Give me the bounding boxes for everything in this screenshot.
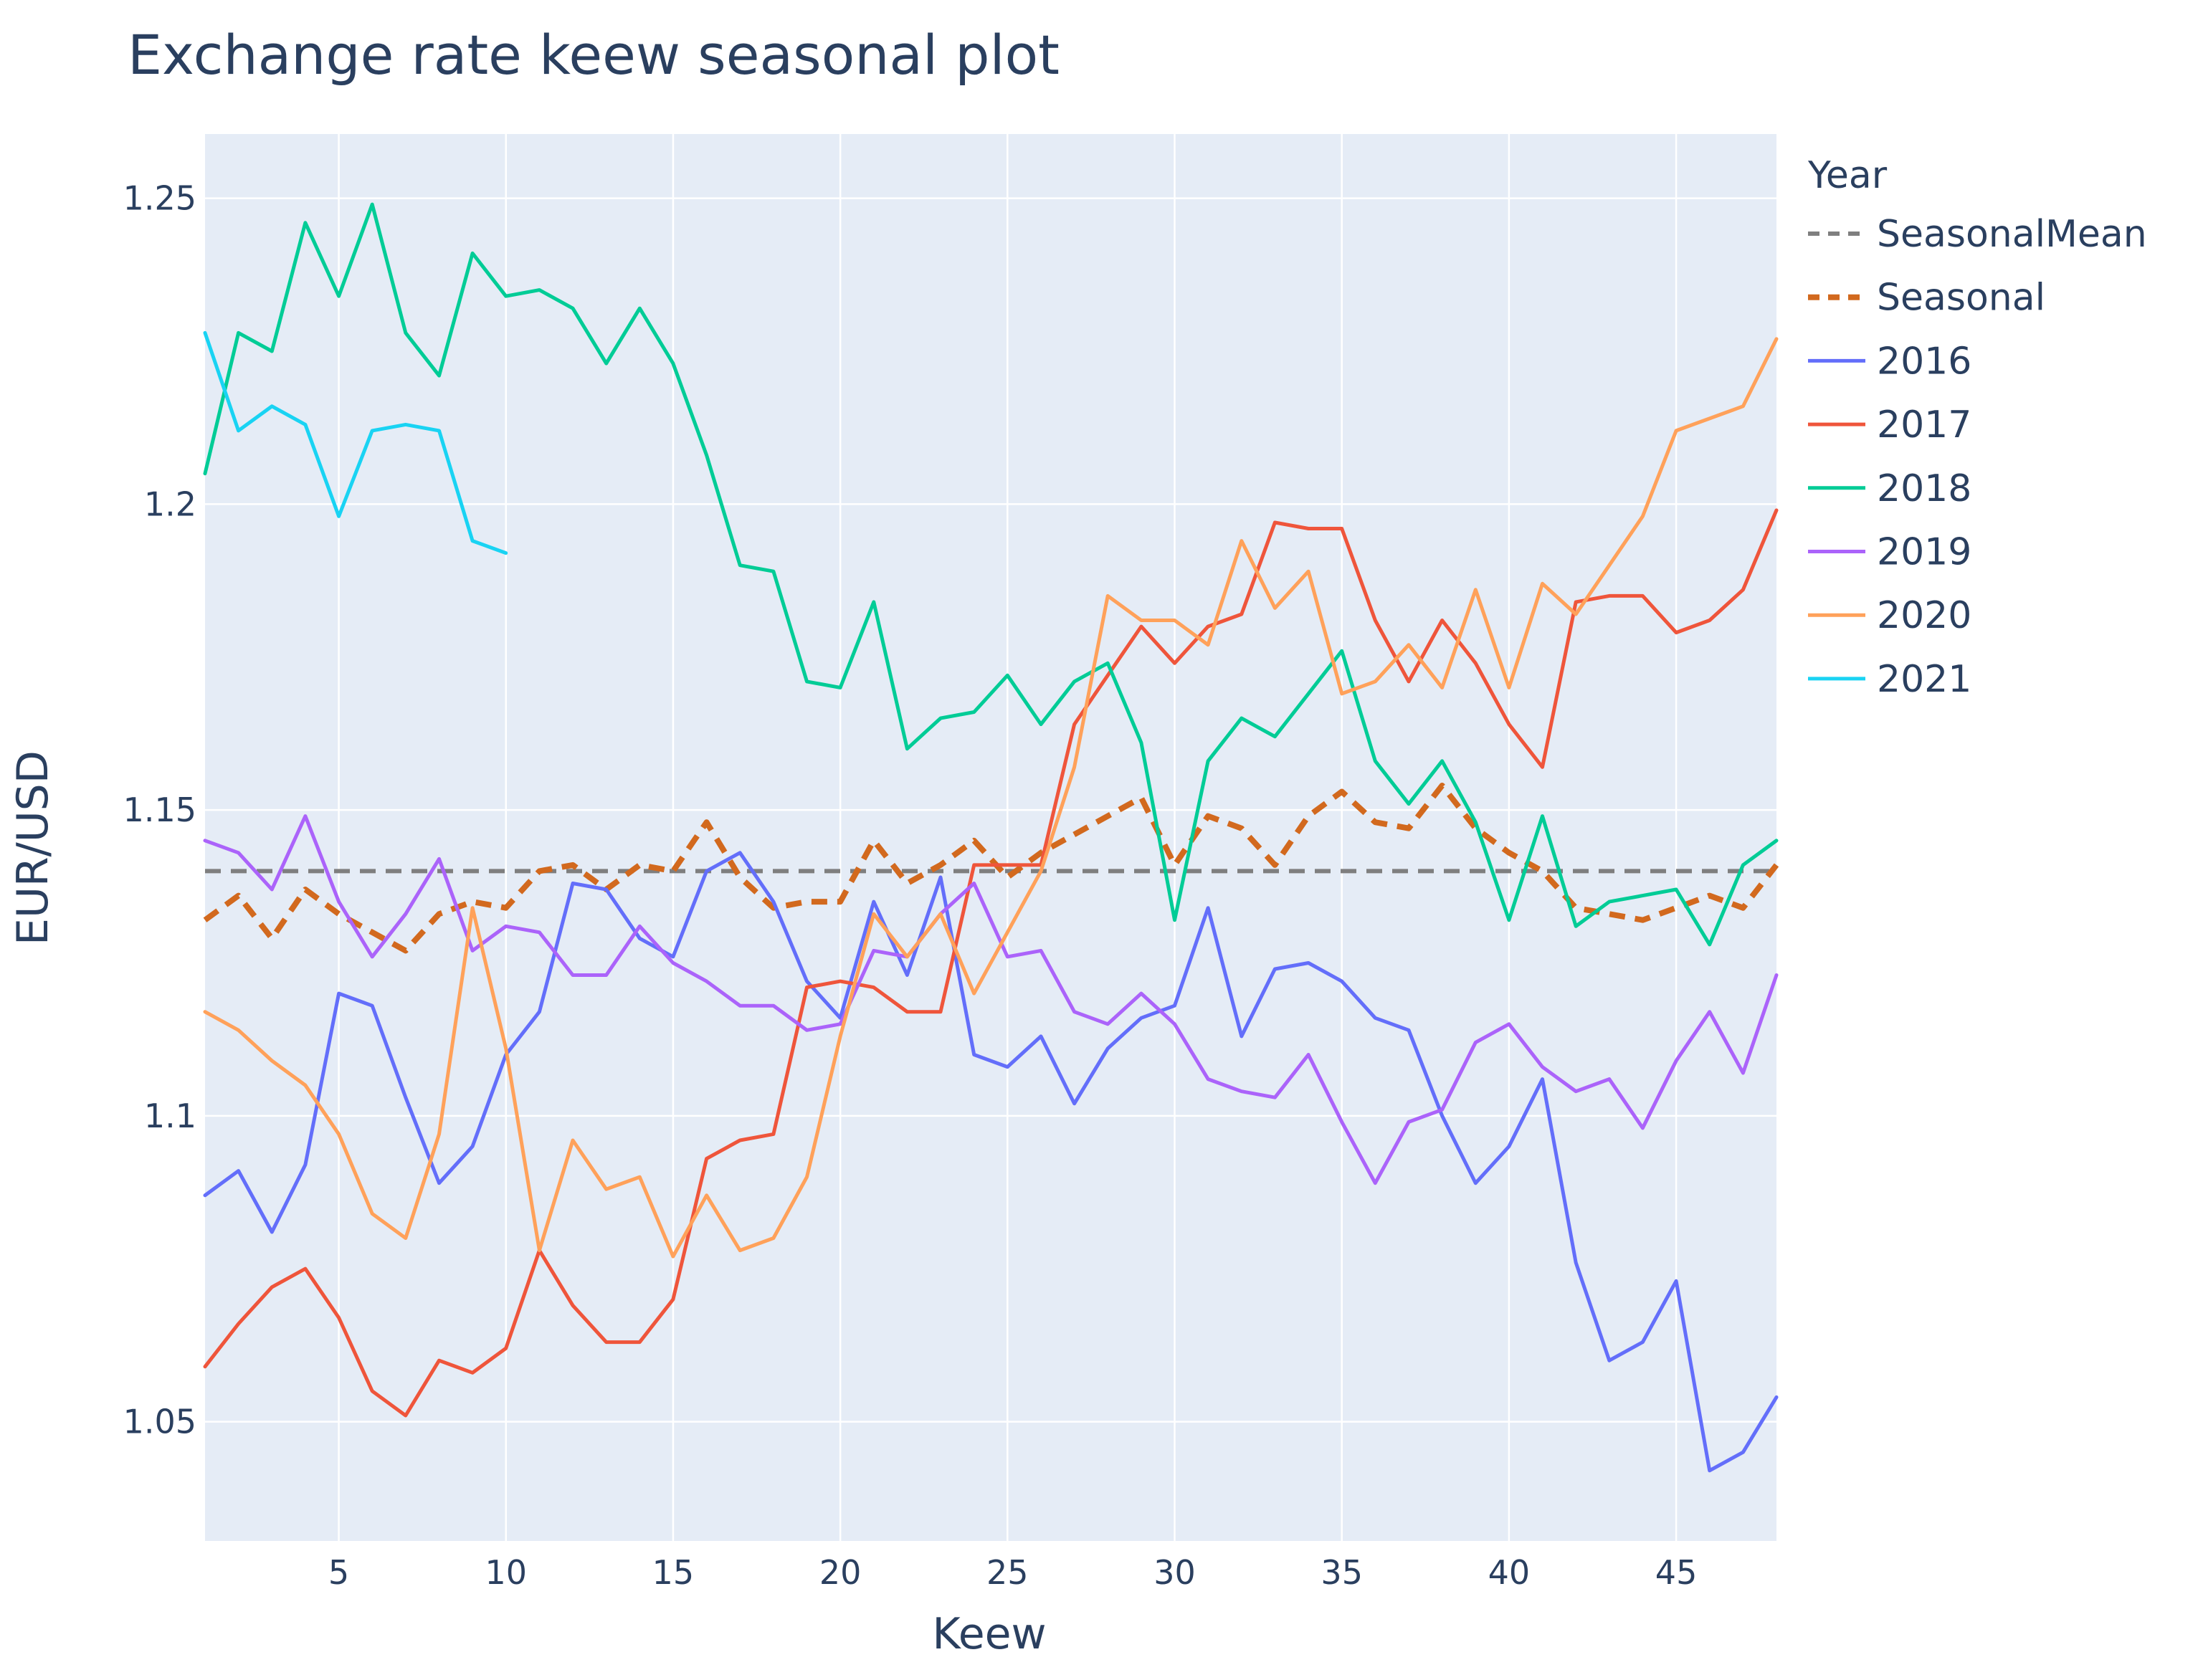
series-line-seasonal[interactable] xyxy=(203,783,1779,954)
x-tick-label: 45 xyxy=(1655,1553,1698,1592)
legend-label: 2021 xyxy=(1877,658,1971,701)
legend-item-seasonalmean[interactable]: SeasonalMean xyxy=(1808,213,2147,256)
y-tick-label: 1.15 xyxy=(123,791,196,829)
legend-label: 2018 xyxy=(1877,467,1971,510)
x-tick-label: 15 xyxy=(652,1553,695,1592)
legend-item-2018[interactable]: 2018 xyxy=(1808,467,1971,510)
legend[interactable]: Year SeasonalMean Seasonal 2016 2017 2018 201… xyxy=(1807,154,2147,701)
legend-label: 2016 xyxy=(1877,340,1971,383)
series-line-2021[interactable] xyxy=(203,330,508,555)
legend-item-seasonal[interactable]: Seasonal xyxy=(1808,277,2045,320)
x-tick-label: 35 xyxy=(1321,1553,1363,1592)
x-tick-label: 20 xyxy=(819,1553,862,1592)
legend-label: 2019 xyxy=(1877,531,1971,574)
y-tick-label: 1.1 xyxy=(144,1097,196,1135)
x-tick-label: 10 xyxy=(485,1553,527,1592)
x-tick-label: 40 xyxy=(1488,1553,1531,1592)
x-tick-label: 5 xyxy=(328,1553,349,1592)
y-tick-label: 1.25 xyxy=(123,179,196,218)
legend-item-2021[interactable]: 2021 xyxy=(1808,658,1971,701)
axis-ticks: 5 10 15 20 25 30 35 40 45 1.05 1.1 1.15 1.2 1.25 xyxy=(123,179,1698,1592)
legend-label: 2020 xyxy=(1877,594,1971,637)
legend-item-2016[interactable]: 2016 xyxy=(1808,340,1971,383)
x-tick-label: 30 xyxy=(1153,1553,1196,1592)
series-line-2016[interactable] xyxy=(203,851,1779,1473)
legend-label: Seasonal xyxy=(1877,277,2045,320)
series-line-2018[interactable] xyxy=(203,202,1779,947)
legend-item-2019[interactable]: 2019 xyxy=(1808,531,1971,574)
chart-title: Exchange rate keew seasonal plot xyxy=(128,23,1060,87)
plot-area xyxy=(205,134,1776,1541)
legend-label: SeasonalMean xyxy=(1877,213,2147,256)
y-tick-label: 1.2 xyxy=(144,485,196,523)
y-tick-label: 1.05 xyxy=(123,1403,196,1441)
legend-item-2017[interactable]: 2017 xyxy=(1808,404,1971,447)
series-line-2017[interactable] xyxy=(203,508,1779,1418)
legend-label: 2017 xyxy=(1877,404,1971,447)
x-tick-label: 25 xyxy=(986,1553,1029,1592)
legend-item-2020[interactable]: 2020 xyxy=(1808,594,1971,637)
y-axis-title: EUR/USD xyxy=(8,750,58,945)
legend-title: Year xyxy=(1807,154,1888,197)
series-lines xyxy=(203,202,1779,1473)
series-line-2020[interactable] xyxy=(203,337,1779,1259)
x-axis-title: Keew xyxy=(932,1609,1046,1659)
